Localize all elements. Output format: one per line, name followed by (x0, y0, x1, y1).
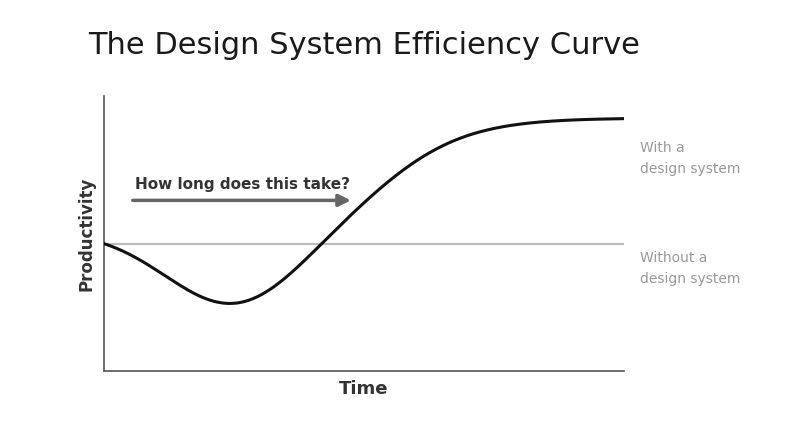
Text: Without a
design system: Without a design system (640, 251, 740, 286)
X-axis label: Time: Time (339, 380, 389, 398)
Y-axis label: Productivity: Productivity (78, 177, 96, 291)
Text: The Design System Efficiency Curve: The Design System Efficiency Curve (88, 31, 640, 59)
Text: With a
design system: With a design system (640, 142, 740, 176)
Text: How long does this take?: How long does this take? (135, 177, 350, 191)
